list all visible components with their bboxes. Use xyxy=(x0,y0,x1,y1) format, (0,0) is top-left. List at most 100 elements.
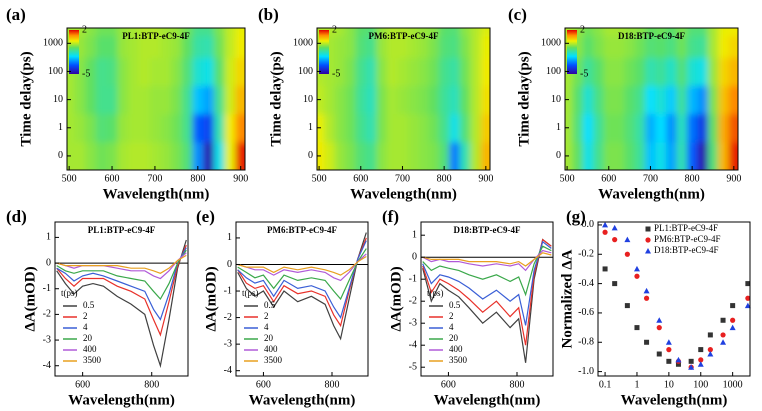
plot-frame xyxy=(597,221,751,377)
heatmap-cell xyxy=(397,28,409,37)
heatmap-cell xyxy=(470,141,482,170)
heatmap-cell xyxy=(407,35,419,58)
heatmap-cell xyxy=(213,28,226,37)
plot-bg xyxy=(421,222,553,376)
heatmap-cell xyxy=(676,85,688,115)
heatmap-cell xyxy=(407,85,419,115)
legend-title: t(ps) xyxy=(242,288,259,298)
heatmap-cell xyxy=(634,141,646,170)
point xyxy=(745,281,751,287)
heatmap-cell xyxy=(345,113,357,143)
x-tick-label: 1 xyxy=(634,379,639,390)
colorbar xyxy=(567,30,577,74)
legend-label: 3500 xyxy=(83,355,102,365)
point xyxy=(744,302,751,309)
heatmap-cell xyxy=(345,141,357,170)
heatmap-cell xyxy=(160,57,172,87)
heatmap-cell xyxy=(192,141,204,170)
heatmap-cell xyxy=(572,57,584,87)
heatmap-cell xyxy=(666,57,678,87)
heatmap-cell xyxy=(666,28,678,37)
heatmap-cell xyxy=(470,57,482,87)
heatmap-cell xyxy=(686,57,698,87)
heatmap-cell xyxy=(676,113,688,143)
heatmap-cell xyxy=(697,28,709,37)
heatmap-cell xyxy=(686,28,698,37)
series-line xyxy=(237,232,367,341)
heatmap xyxy=(317,28,490,170)
plot-bg xyxy=(598,222,750,376)
heatmap-cell xyxy=(235,57,245,87)
heatmap-cell xyxy=(697,57,709,87)
legend-label: 20 xyxy=(264,333,274,343)
heatmap-cell xyxy=(470,85,482,115)
legend-marker xyxy=(645,237,651,243)
heatmap-cell xyxy=(666,85,678,115)
point xyxy=(643,295,650,301)
heatmap-cell xyxy=(203,28,215,37)
heatmap-cell xyxy=(613,113,625,143)
heatmap-cell xyxy=(707,85,719,115)
heatmap-cell xyxy=(459,141,471,170)
x-tick-label: 500 xyxy=(560,173,575,184)
point xyxy=(602,266,608,272)
heatmap-cell xyxy=(397,35,409,58)
heatmap-cell xyxy=(365,57,377,87)
heatmap-cell xyxy=(95,113,108,143)
heatmap-cell xyxy=(718,113,730,143)
heatmap-cell xyxy=(697,113,709,143)
heatmap-cell xyxy=(418,57,430,87)
heatmap-cell xyxy=(85,57,97,87)
heatmap-cell xyxy=(138,28,151,37)
colorbar-label: -5 xyxy=(82,68,90,79)
heatmap-cell xyxy=(603,113,615,143)
panel-title: PL1:BTP-eC9-4F xyxy=(88,225,156,235)
y-axis-label: Time delay(ps) xyxy=(268,51,284,146)
heatmap-cell xyxy=(85,113,97,143)
heatmap-cell xyxy=(138,35,151,58)
y-tick-label: -4 xyxy=(224,365,232,376)
heatmap-cell xyxy=(624,141,636,170)
heatmap-cell xyxy=(582,141,594,170)
legend-label: 4 xyxy=(83,322,88,332)
panel-title: PM6:BTP-eC9-4F xyxy=(369,31,439,41)
heatmap-cell xyxy=(418,141,430,170)
heatmap-cell xyxy=(106,141,118,170)
heatmap-cell xyxy=(428,28,440,37)
heatmap xyxy=(565,28,738,170)
legend-label: 2 xyxy=(264,311,269,321)
heatmap-cell xyxy=(459,85,471,115)
heatmap-cell xyxy=(645,28,657,37)
heatmap-cell xyxy=(613,35,625,58)
x-axis-label: Wavelength(nm) xyxy=(621,392,728,408)
heatmap-cell xyxy=(181,141,193,170)
colorbar-label: -5 xyxy=(580,68,588,79)
heatmap-cell xyxy=(728,85,738,115)
y-tick-label: 10 xyxy=(551,94,561,105)
heatmap-cell xyxy=(428,113,440,143)
y-tick-label: -1 xyxy=(224,285,232,296)
y-axis-label: Normalized ΔA xyxy=(559,249,575,348)
heatmap-cell xyxy=(365,85,377,115)
colorbar xyxy=(69,30,79,74)
heatmap-cell xyxy=(117,141,129,170)
heatmap-cell xyxy=(407,113,419,143)
point xyxy=(697,361,704,367)
colorbar xyxy=(319,30,329,74)
point xyxy=(720,332,726,338)
x-tick-label: 700 xyxy=(395,173,410,184)
heatmap-cell xyxy=(449,35,461,58)
point xyxy=(675,361,681,367)
heatmap-cell xyxy=(117,85,129,115)
legend-label: PL1:BTP-eC9-4F xyxy=(654,223,718,233)
heatmap-cell xyxy=(718,141,730,170)
x-tick-label: 600 xyxy=(105,173,120,184)
heatmap-cell xyxy=(697,35,709,58)
heatmap-cell xyxy=(686,85,698,115)
plot-frame xyxy=(316,27,491,171)
heatmap-cell xyxy=(128,141,140,170)
heatmap-cell xyxy=(697,141,709,170)
series-line xyxy=(237,240,367,320)
point xyxy=(745,295,751,301)
y-tick-label: 0 xyxy=(227,259,232,270)
